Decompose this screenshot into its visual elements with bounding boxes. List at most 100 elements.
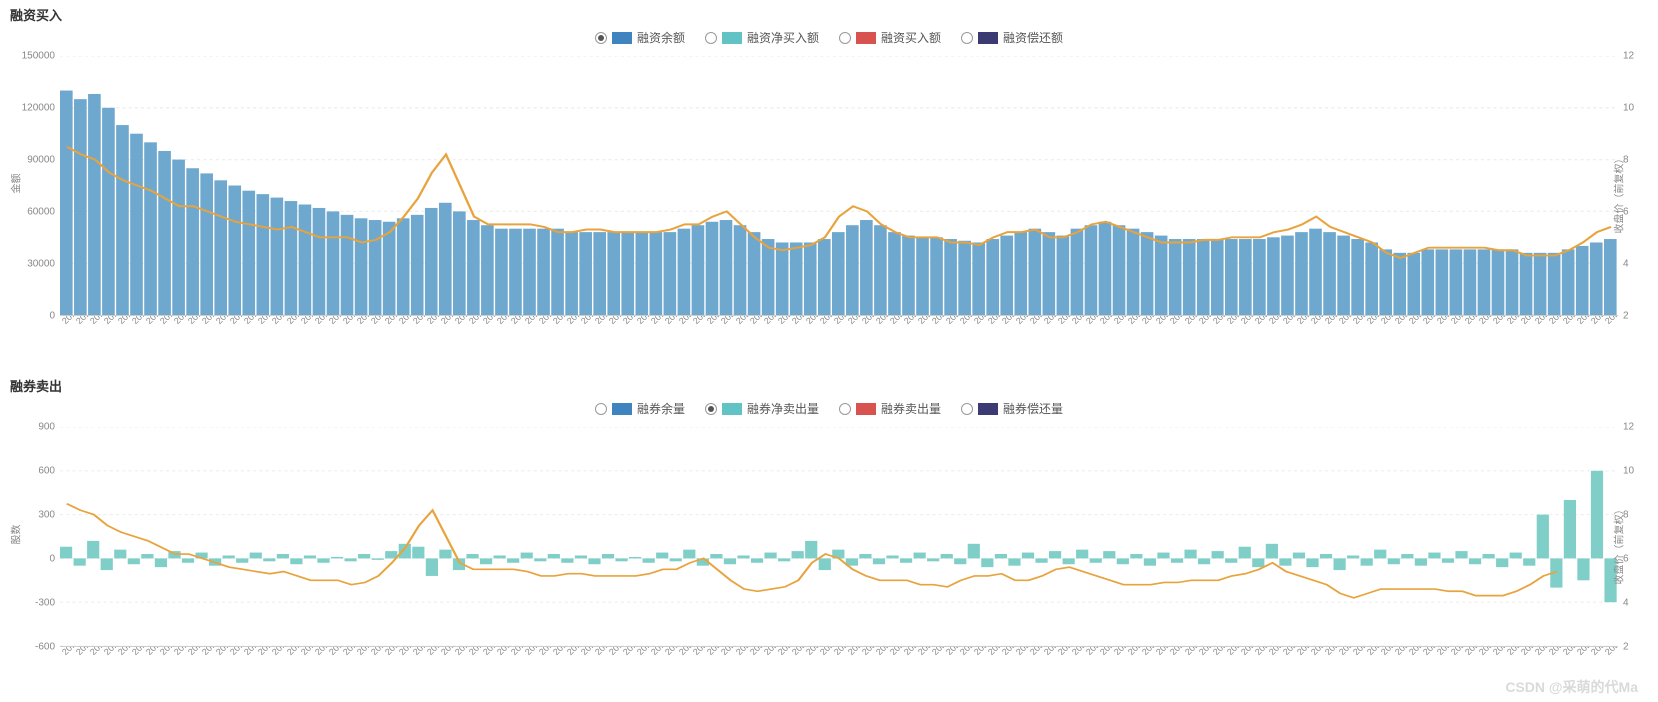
legend-swatch <box>978 403 998 415</box>
chart2-title: 融券卖出 <box>10 376 1648 395</box>
x-tick-container: 2018-03-15 <box>116 647 130 697</box>
x-tick-container: 2022-01-20 <box>1309 316 1323 366</box>
x-tick-container: 2018-06-22 <box>200 316 214 366</box>
x-tick-container: 2022-01-05 <box>1295 647 1309 697</box>
legend-item[interactable]: 融券净卖出量 <box>705 400 819 417</box>
y-tick: -600 <box>35 642 55 653</box>
x-tick-container: 2018-09-25 <box>285 316 299 366</box>
x-tick-container: 2021-01-20 <box>1000 316 1014 366</box>
legend-swatch <box>612 403 632 415</box>
legend-item[interactable]: 融券偿还量 <box>961 400 1063 417</box>
x-tick-container: 2021-12-17 <box>1281 316 1295 366</box>
legend-item[interactable]: 融资净买入额 <box>705 29 819 46</box>
x-tick-container: 2019-08-22 <box>565 316 579 366</box>
chart2-y-axis-left: -600-3000300600900 <box>10 427 60 647</box>
legend-label: 融券净卖出量 <box>747 400 819 417</box>
x-tick-container: 2018-02-06 <box>88 316 102 366</box>
legend-radio-icon <box>839 32 851 44</box>
x-tick-container: 2019-06-05 <box>495 316 509 366</box>
x-tick-container: 2018-06-06 <box>186 316 200 366</box>
x-tick-container: 2018-07-24 <box>228 647 242 697</box>
x-tick-container: 2019-06-21 <box>509 316 523 366</box>
legend-item[interactable]: 融券余量 <box>595 400 685 417</box>
y-tick: 2 <box>1623 642 1629 653</box>
legend-item[interactable]: 融券卖出量 <box>839 400 941 417</box>
x-tick-container: 2022-06-23 <box>1435 647 1449 697</box>
x-tick-container: 2019-10-31 <box>621 316 635 366</box>
x-tick-container: 2019-02-12 <box>397 316 411 366</box>
x-tick-container: 2018-12-18 <box>355 647 369 697</box>
x-tick-container: 2021-11-02 <box>1239 647 1253 697</box>
x-tick-container: 2019-09-24 <box>593 316 607 366</box>
x-tick-container: 2018-08-08 <box>242 316 256 366</box>
x-tick-container: 2021-02-04 <box>1014 647 1028 697</box>
y-tick: 10 <box>1623 466 1634 477</box>
legend-item[interactable]: 融资余额 <box>595 29 685 46</box>
x-tick-container: 2021-04-30 <box>1084 647 1098 697</box>
x-tick-container: 2021-06-04 <box>1112 647 1126 697</box>
x-tick-container: 2022-12-02 <box>1575 316 1589 366</box>
x-tick-container: 2021-06-22 <box>1126 316 1140 366</box>
x-tick-container: 2020-03-27 <box>748 316 762 366</box>
x-tick-container: 2018-06-06 <box>186 647 200 697</box>
x-tick-container: 2018-06-22 <box>200 647 214 697</box>
x-tick-container: 2021-01-20 <box>1000 647 1014 697</box>
x-tick-container: 2019-03-29 <box>439 647 453 697</box>
x-tick-container: 2022-06-08 <box>1421 647 1435 697</box>
x-tick-container: 2018-07-09 <box>214 647 228 697</box>
x-tick-container: 2022-10-18 <box>1533 316 1547 366</box>
legend-item[interactable]: 融资买入额 <box>839 29 941 46</box>
chart1-title: 融资买入 <box>10 5 1648 24</box>
x-tick-container: 2019-01-04 <box>369 316 383 366</box>
legend-swatch <box>722 32 742 44</box>
x-tick-container: 2019-07-23 <box>537 316 551 366</box>
x-tick-container: 2020-05-19 <box>790 647 804 697</box>
x-tick-container: 2021-09-07 <box>1197 316 1211 366</box>
x-tick-container: 2022-07-08 <box>1449 647 1463 697</box>
x-tick-container: 2019-04-16 <box>453 316 467 366</box>
x-tick-container: 2020-02-11 <box>705 647 719 697</box>
legend-label: 融资偿还额 <box>1003 29 1063 46</box>
y-tick: 150000 <box>22 51 55 62</box>
y-tick: 30000 <box>27 259 55 270</box>
x-tick-container: 2022-02-28 <box>1337 647 1351 697</box>
x-tick-container: 2018-09-07 <box>270 316 284 366</box>
x-tick-container: 2021-12-02 <box>1267 647 1281 697</box>
y-tick: 600 <box>38 466 55 477</box>
legend-item[interactable]: 融资偿还额 <box>961 29 1063 46</box>
chart1-x-axis: 2018-01-052018-01-222018-02-062018-02-28… <box>60 316 1618 366</box>
x-tick-container: 2021-02-26 <box>1028 647 1042 697</box>
chart2-plot-area[interactable] <box>60 427 1618 647</box>
x-tick-container: 2022-05-06 <box>1393 647 1407 697</box>
x-tick-container: 2019-10-31 <box>621 647 635 697</box>
x-tick-container: 2019-07-08 <box>523 647 537 697</box>
x-tick-container: 2022-11-17 <box>1561 316 1575 366</box>
x-tick-container: 2020-07-22 <box>846 316 860 366</box>
x-tick-container: 2021-07-07 <box>1140 647 1154 697</box>
x-tick-container: 2019-02-27 <box>411 647 425 697</box>
y-tick: 0 <box>49 554 55 565</box>
x-tick-container: 2021-10-18 <box>1225 316 1239 366</box>
x-tick-container: 2019-08-07 <box>551 647 565 697</box>
x-tick-container: 2018-11-01 <box>313 316 327 366</box>
y-tick: -300 <box>35 598 55 609</box>
x-tick-container: 2020-07-07 <box>832 316 846 366</box>
x-tick-container: 2019-12-02 <box>649 647 663 697</box>
x-tick-container: 2020-12-02 <box>958 647 972 697</box>
y-tick: 300 <box>38 510 55 521</box>
chart1-plot-area[interactable] <box>60 56 1618 316</box>
x-tick-container: 2022-02-28 <box>1337 316 1351 366</box>
x-tick-container: 2020-12-17 <box>972 647 986 697</box>
x-tick-container: 2018-05-22 <box>172 647 186 697</box>
x-tick-container: 2021-06-22 <box>1126 647 1140 697</box>
x-tick-container: 2019-08-07 <box>551 316 565 366</box>
x-tick-container: 2022-08-24 <box>1491 316 1505 366</box>
x-tick-container: 2021-02-26 <box>1028 316 1042 366</box>
x-tick-container: 2022-02-11 <box>1323 647 1337 697</box>
x-tick-container: 2020-08-06 <box>860 316 874 366</box>
x-tick-container: 2020-06-03 <box>804 647 818 697</box>
x-tick-container: 2019-05-06 <box>467 647 481 697</box>
x-tick-container: 2018-10-17 <box>299 647 313 697</box>
x-tick-container: 2020-01-03 <box>677 316 691 366</box>
x-tick-container: 2021-07-22 <box>1154 647 1168 697</box>
